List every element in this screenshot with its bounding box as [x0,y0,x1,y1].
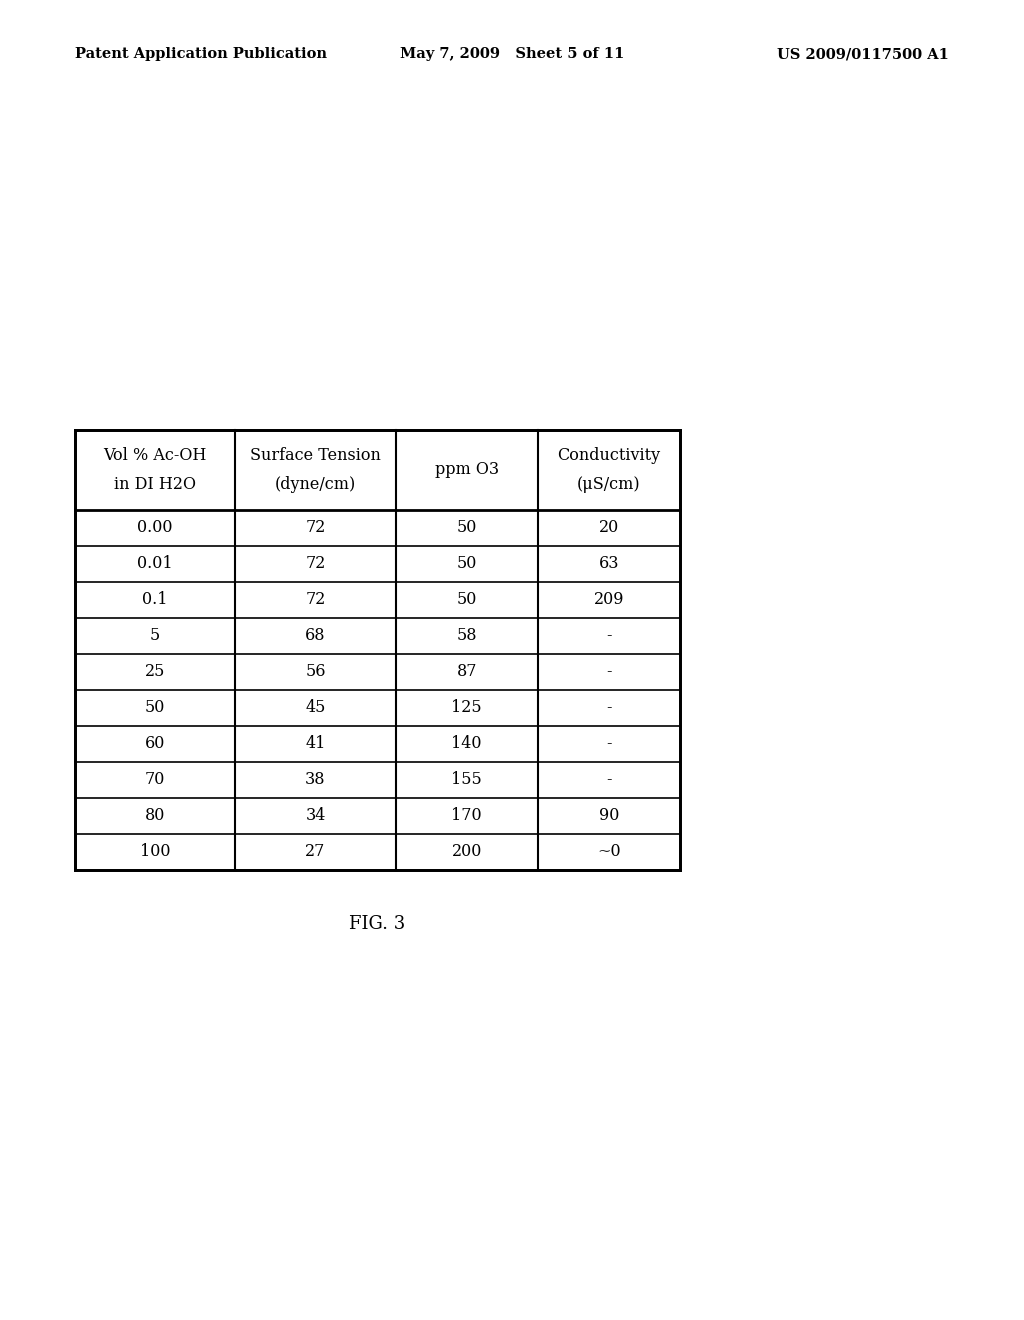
Text: Surface Tension: Surface Tension [250,447,381,465]
Text: FIG. 3: FIG. 3 [349,915,406,933]
Text: 209: 209 [594,591,625,609]
Text: 50: 50 [457,520,477,536]
Text: Patent Application Publication: Patent Application Publication [75,48,327,61]
Text: -: - [606,664,611,681]
Text: 72: 72 [305,556,326,573]
Text: 27: 27 [305,843,326,861]
Text: 20: 20 [599,520,620,536]
Text: 87: 87 [457,664,477,681]
Text: ppm O3: ppm O3 [434,462,499,478]
Text: 0.01: 0.01 [137,556,173,573]
Text: -: - [606,735,611,752]
Text: -: - [606,771,611,788]
Text: ~0: ~0 [597,843,621,861]
Text: 80: 80 [145,808,165,825]
Text: 56: 56 [305,664,326,681]
Text: 90: 90 [599,808,620,825]
Text: 200: 200 [452,843,482,861]
Text: 170: 170 [452,808,482,825]
Text: 0.00: 0.00 [137,520,173,536]
Text: 68: 68 [305,627,326,644]
Text: -: - [606,700,611,717]
Text: in DI H2O: in DI H2O [114,477,197,492]
Text: 45: 45 [305,700,326,717]
Text: 5: 5 [151,627,161,644]
Text: 34: 34 [305,808,326,825]
Text: 50: 50 [145,700,165,717]
Text: 155: 155 [452,771,482,788]
Text: 38: 38 [305,771,326,788]
Text: 50: 50 [457,591,477,609]
Text: (μS/cm): (μS/cm) [578,477,641,492]
Text: 41: 41 [305,735,326,752]
Text: 70: 70 [145,771,165,788]
Text: 63: 63 [599,556,620,573]
Text: Vol % Ac-OH: Vol % Ac-OH [103,447,207,465]
Text: 125: 125 [452,700,482,717]
Text: (dyne/cm): (dyne/cm) [274,477,356,492]
Text: US 2009/0117500 A1: US 2009/0117500 A1 [777,48,949,61]
Text: 50: 50 [457,556,477,573]
Text: 60: 60 [145,735,165,752]
Text: -: - [606,627,611,644]
Text: 140: 140 [452,735,482,752]
Text: 58: 58 [457,627,477,644]
Text: 25: 25 [145,664,165,681]
Text: 72: 72 [305,591,326,609]
Text: Conductivity: Conductivity [557,447,660,465]
Text: May 7, 2009   Sheet 5 of 11: May 7, 2009 Sheet 5 of 11 [399,48,625,61]
Text: 0.1: 0.1 [142,591,168,609]
Text: 100: 100 [140,843,170,861]
Text: 72: 72 [305,520,326,536]
